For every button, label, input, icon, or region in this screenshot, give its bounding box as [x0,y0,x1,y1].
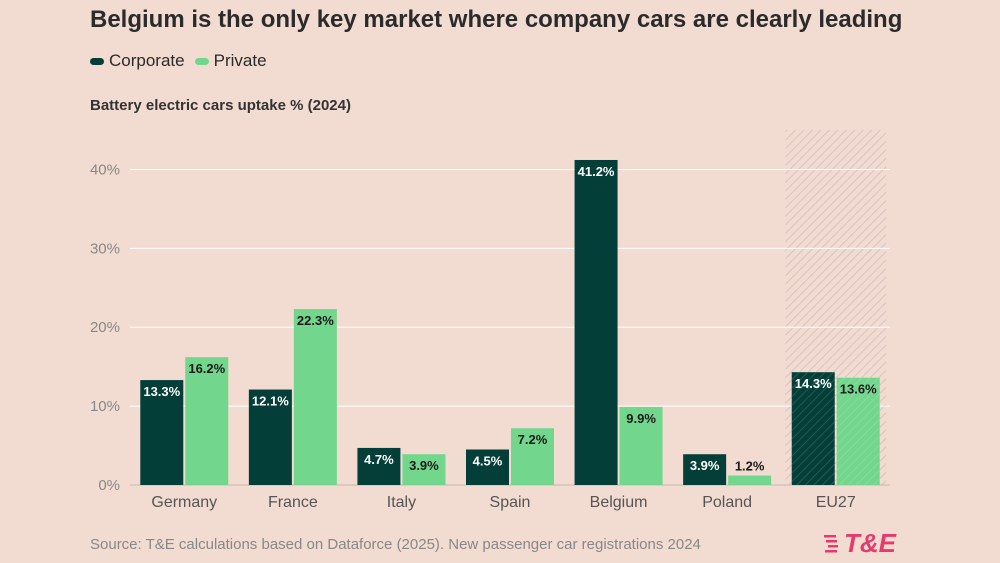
bar-private-italy [402,454,446,485]
data-label: 1.2% [735,459,765,474]
y-tick-label: 0% [98,477,120,494]
data-label: 3.9% [690,458,720,473]
bar-private-poland [728,475,772,485]
te-logo: T&E [822,528,896,559]
data-label: 14.3% [795,376,832,391]
category-label: EU27 [816,494,856,511]
bar-corporate-belgium [574,159,618,485]
category-label: Poland [702,494,752,511]
data-label: 22.3% [297,313,334,328]
category-label: Germany [151,494,217,511]
y-tick-label: 40% [90,161,120,178]
y-tick-label: 10% [90,398,120,415]
category-label: Belgium [590,494,648,511]
y-tick-label: 20% [90,319,120,336]
data-label: 9.9% [626,411,656,426]
y-tick-label: 30% [90,240,120,257]
bar-hatch-overlay [791,372,835,485]
bar-private-spain [511,428,554,485]
chart-title: Belgium is the only key market where com… [90,6,903,33]
bar-corporate-germany [140,380,184,485]
legend-item-private: Private [194,51,267,71]
data-label: 13.3% [143,384,180,399]
legend-swatch-private [194,57,209,65]
bar-corporate-poland [683,454,727,485]
data-label: 7.2% [518,432,548,447]
bar-private-france [293,309,337,485]
legend-swatch-corporate [90,57,104,65]
legend: Corporate Private [90,51,277,71]
data-label: 13.6% [840,382,877,397]
category-label: France [268,494,318,511]
data-label: 3.9% [409,458,439,473]
data-label: 41.2% [578,164,615,179]
data-label: 4.7% [364,452,394,467]
legend-label-corporate: Corporate [109,51,185,70]
bar-private-germany [185,357,229,485]
bar-hatch-overlay [836,377,880,485]
bar-corporate-italy [357,447,401,485]
data-label: 16.2% [188,361,225,376]
logo-mark-icon [824,534,838,552]
legend-label-private: Private [213,51,267,70]
bar-private-belgium [619,406,663,485]
category-label: Italy [387,494,416,511]
legend-item-corporate: Corporate [90,51,185,71]
category-label: Spain [490,494,531,511]
source-note: Source: T&E calculations based on Datafo… [90,536,701,553]
bar-corporate-spain [466,449,509,485]
chart-subtitle: Battery electric cars uptake % (2024) [90,97,351,114]
bar-corporate-france [248,389,292,485]
data-label: 4.5% [473,454,503,469]
logo-text: T&E [844,528,896,558]
data-label: 12.1% [252,394,289,409]
